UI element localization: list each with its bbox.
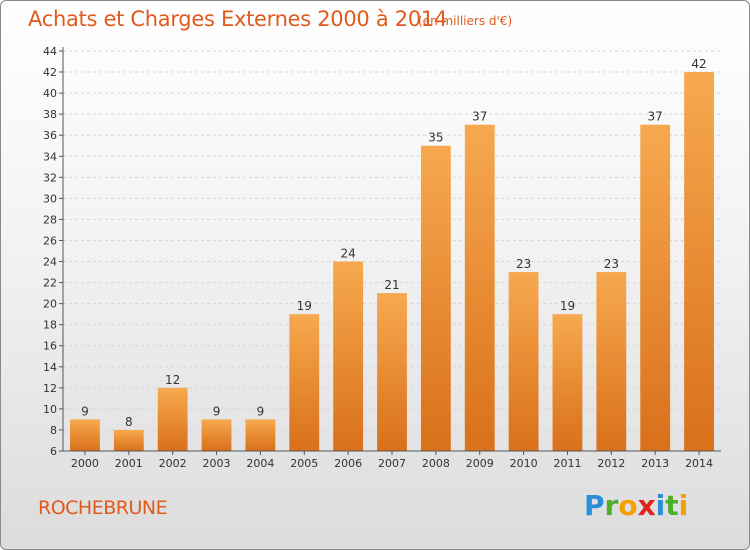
- data-label: 19: [560, 299, 575, 313]
- data-label: 37: [648, 110, 663, 124]
- data-label: 24: [340, 247, 355, 261]
- x-tick-label: 2011: [553, 457, 581, 470]
- data-label: 8: [125, 415, 133, 429]
- x-tick-label: 2008: [422, 457, 450, 470]
- bar-2012: [596, 272, 627, 451]
- bar-2004: [245, 419, 276, 451]
- bar-2008: [420, 145, 451, 451]
- logo-letter: r: [604, 489, 619, 522]
- data-label: 9: [81, 404, 89, 418]
- labels: 2000 9 2001 8 2002 12 2003 9 2004 9 2005 19 2006 24 20…: [71, 57, 713, 470]
- y-tick-label: 14: [43, 361, 57, 374]
- bar-2005: [289, 314, 320, 451]
- y-tick-label: 18: [43, 319, 57, 332]
- bar-2007: [377, 293, 407, 451]
- bar-2013: [640, 124, 671, 452]
- y-tick-label: 38: [43, 108, 57, 121]
- y-tick-label: 28: [43, 213, 57, 226]
- y-tick-label: 20: [43, 298, 57, 311]
- x-tick-label: 2001: [115, 457, 143, 470]
- y-tick-label: 6: [50, 445, 57, 458]
- x-tick-label: 2006: [334, 457, 362, 470]
- data-label: 9: [213, 404, 221, 418]
- x-tick-label: 2013: [641, 457, 669, 470]
- x-tick-label: 2004: [246, 457, 274, 470]
- y-tick-label: 30: [43, 192, 57, 205]
- y-tick-label: 26: [43, 234, 57, 247]
- x-tick-label: 2000: [71, 457, 99, 470]
- chart-subtitle: (en milliers d'€): [418, 14, 513, 28]
- city-name: ROCHEBRUNE: [38, 497, 168, 519]
- y-tick-label: 8: [50, 424, 57, 437]
- bar-2006: [333, 261, 364, 451]
- data-label: 19: [297, 299, 312, 313]
- y-tick-label: 24: [43, 256, 57, 269]
- y-tick-label: 12: [43, 382, 57, 395]
- bar-2002: [157, 387, 188, 451]
- y-tick-label: 42: [43, 66, 57, 79]
- data-label: 37: [472, 110, 487, 124]
- logo-letter: i: [678, 489, 689, 522]
- x-tick-label: 2007: [378, 457, 406, 470]
- bar-2009: [464, 124, 495, 452]
- data-label: 42: [691, 57, 706, 71]
- bar-2014: [684, 72, 714, 451]
- data-label: 35: [428, 131, 443, 145]
- bar-2003: [201, 419, 232, 451]
- y-tick-label: 10: [43, 403, 57, 416]
- y-tick-label: 36: [43, 129, 57, 142]
- chart-title: Achats et Charges Externes 2000 à 2014: [28, 7, 448, 31]
- x-tick-label: 2009: [466, 457, 494, 470]
- data-label: 23: [604, 257, 619, 271]
- bar-2001: [113, 429, 144, 451]
- bar-2010: [508, 272, 539, 451]
- y-tick-label: 16: [43, 340, 57, 353]
- x-tick-label: 2010: [510, 457, 538, 470]
- data-label: 12: [165, 373, 180, 387]
- x-tick-label: 2012: [597, 457, 625, 470]
- x-tick-label: 2014: [685, 457, 713, 470]
- y-tick-label: 32: [43, 171, 57, 184]
- y-tick-label: 40: [43, 87, 57, 100]
- logo-letter: i: [655, 489, 666, 522]
- logo-letter: x: [637, 489, 656, 522]
- logo-letter: t: [665, 489, 679, 522]
- bar-2000: [70, 419, 100, 451]
- y-tick-label: 22: [43, 277, 57, 290]
- x-tick-label: 2005: [290, 457, 318, 470]
- data-label: 23: [516, 257, 531, 271]
- logo-letter: o: [618, 489, 638, 522]
- logo-letter: P: [584, 489, 605, 522]
- data-label: 9: [257, 404, 265, 418]
- axes: 6 8 10 12 14 16 18 20 22 24 26 28 30 32 34 36 38 40 42 44: [43, 45, 721, 458]
- data-label: 21: [384, 278, 399, 292]
- x-tick-label: 2002: [159, 457, 187, 470]
- proxiti-logo: Proxiti: [584, 489, 688, 522]
- y-tick-label: 34: [43, 150, 57, 163]
- y-tick-label: 44: [43, 45, 57, 58]
- bar-2011: [552, 314, 583, 451]
- bars: [70, 72, 714, 452]
- x-tick-label: 2003: [203, 457, 231, 470]
